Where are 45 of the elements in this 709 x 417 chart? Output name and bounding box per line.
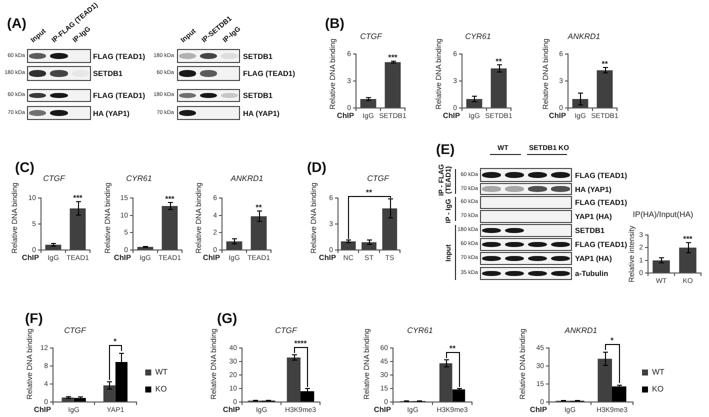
text: (A) <box>7 15 26 31</box>
bar <box>340 241 356 250</box>
bar <box>362 242 376 250</box>
chart-title: CYR61 <box>465 32 491 42</box>
text: (B) <box>325 15 344 31</box>
chart-title: CTGF <box>64 326 87 336</box>
text: (D) <box>307 159 326 175</box>
chart-title: CTGF <box>43 174 66 184</box>
text: (G) <box>217 310 238 326</box>
legend-label: WT <box>652 368 665 377</box>
bar <box>439 363 452 402</box>
annotation: ** <box>256 203 263 212</box>
legend-label: KO <box>155 384 167 394</box>
legend-label: KO <box>652 384 664 394</box>
chart-title: CYR61 <box>126 174 152 184</box>
bar <box>612 386 626 402</box>
bar <box>598 358 612 402</box>
text: (C) <box>15 159 34 175</box>
bar <box>382 208 398 250</box>
chart-title: CTGF <box>275 326 298 336</box>
legend-label: WT <box>155 368 168 377</box>
chart-title: CTGF <box>367 174 390 184</box>
bar <box>103 385 116 402</box>
chart-title: ANKRD1 <box>566 32 600 42</box>
annotation: ** <box>602 60 609 68</box>
text: (E) <box>436 141 455 157</box>
bar <box>286 357 300 402</box>
chart-title: CYR61 <box>407 326 433 336</box>
annotation: *** <box>388 53 398 62</box>
annotation: * <box>113 337 118 346</box>
chart-title: ANKRD1 <box>564 326 598 336</box>
chart-title: CTGF <box>360 32 383 42</box>
annotation: ** <box>449 344 456 353</box>
chart-title: IP(HA)/Input(HA) <box>632 210 694 220</box>
annotation: *** <box>73 194 84 203</box>
bar <box>300 391 314 402</box>
annotation: ** <box>496 56 503 66</box>
annotation: ** <box>366 188 373 197</box>
text: (F) <box>25 310 43 326</box>
chart-title: ANKRD1 <box>230 174 264 184</box>
annotation: **** <box>294 339 308 348</box>
annotation: * <box>610 336 614 345</box>
bar <box>452 389 466 402</box>
annotation: *** <box>683 234 694 244</box>
annotation: *** <box>165 194 176 204</box>
